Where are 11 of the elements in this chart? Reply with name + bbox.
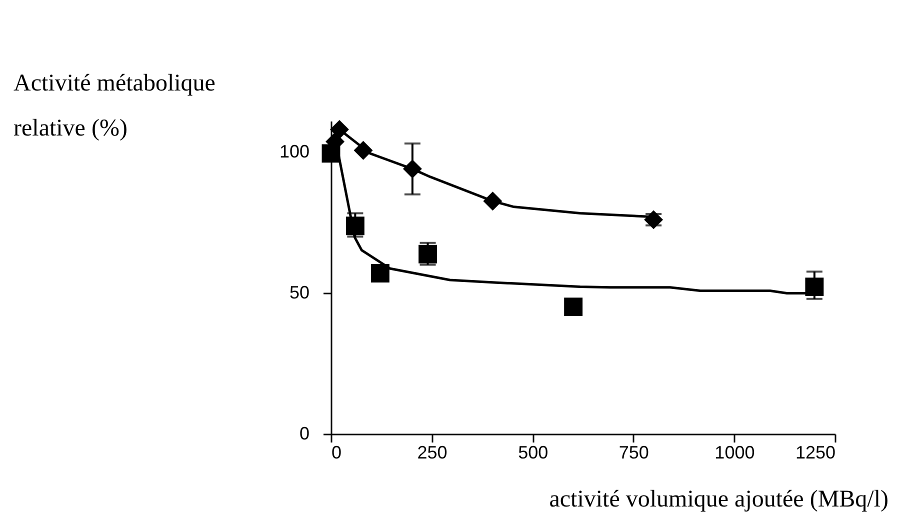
y-tick-label: 100 <box>279 142 310 162</box>
x-axis-title: activité volumique ajoutée (MBq/l) <box>549 486 888 512</box>
y-axis-title: Activité métabolique relative (%) <box>14 70 216 142</box>
x-tick-label: 1250 <box>795 442 836 462</box>
x-tick-label: 500 <box>518 442 548 462</box>
x-tick-label: 250 <box>417 442 448 462</box>
y-tick-label: 0 <box>299 424 310 444</box>
x-tick-label: 750 <box>618 442 649 462</box>
x-tick-label: 1000 <box>714 442 755 462</box>
y-tick-label: 50 <box>289 282 310 303</box>
x-tick-label: 0 <box>332 442 342 462</box>
